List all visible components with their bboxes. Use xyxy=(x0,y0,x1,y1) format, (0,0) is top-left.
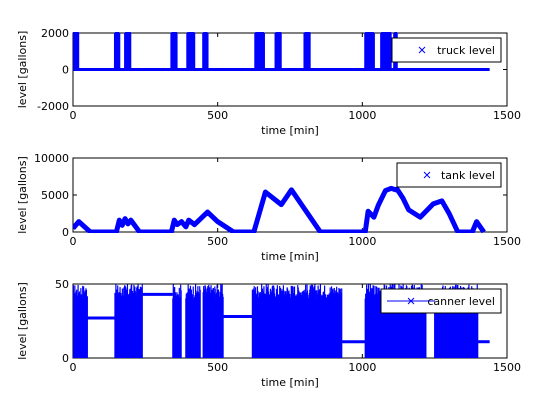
y-tick-label: 5000 xyxy=(41,189,69,202)
x-tick-label: 0 xyxy=(70,235,77,248)
series-2-group xyxy=(73,185,486,233)
y-axis-label: level [gallons] xyxy=(16,31,29,109)
x-tick-label: 1000 xyxy=(348,235,376,248)
legend-label: tank level xyxy=(441,169,495,182)
y-tick-label: -2000 xyxy=(37,100,69,113)
series-3-group xyxy=(73,284,490,358)
y-axis-label: level [gallons] xyxy=(16,156,29,234)
y-axis-label: level [gallons] xyxy=(16,282,29,360)
x-tick-label: 500 xyxy=(207,109,228,122)
y-tick-label: 0 xyxy=(62,226,69,239)
y-tick-label: 2000 xyxy=(41,27,69,40)
x-tick-label: 1500 xyxy=(493,361,521,374)
legend-box xyxy=(396,162,502,188)
y-tick-label: 10000 xyxy=(34,152,69,165)
y-tick-label: 0 xyxy=(62,64,69,77)
legend-x-marker xyxy=(418,46,426,54)
x-axis-label: time [min] xyxy=(261,124,319,137)
x-tick-label: 0 xyxy=(70,109,77,122)
x-tick-label: 1500 xyxy=(493,235,521,248)
legend-x-marker xyxy=(423,171,431,179)
x-axis-label: time [min] xyxy=(261,376,319,389)
x-tick-label: 1000 xyxy=(348,109,376,122)
y-tick-label: 0 xyxy=(62,352,69,365)
tank-level-line xyxy=(73,185,486,233)
x-tick-label: 500 xyxy=(207,235,228,248)
x-axis-label: time [min] xyxy=(261,250,319,263)
y-tick-label: 50 xyxy=(55,278,69,291)
x-tick-label: 0 xyxy=(70,361,77,374)
legend-box xyxy=(391,37,502,63)
legend-label: canner level xyxy=(427,295,495,308)
legend-x-marker xyxy=(407,297,415,305)
legend-label: truck level xyxy=(437,44,495,57)
x-tick-label: 500 xyxy=(207,361,228,374)
x-tick-label: 1000 xyxy=(348,361,376,374)
x-tick-label: 1500 xyxy=(493,109,521,122)
